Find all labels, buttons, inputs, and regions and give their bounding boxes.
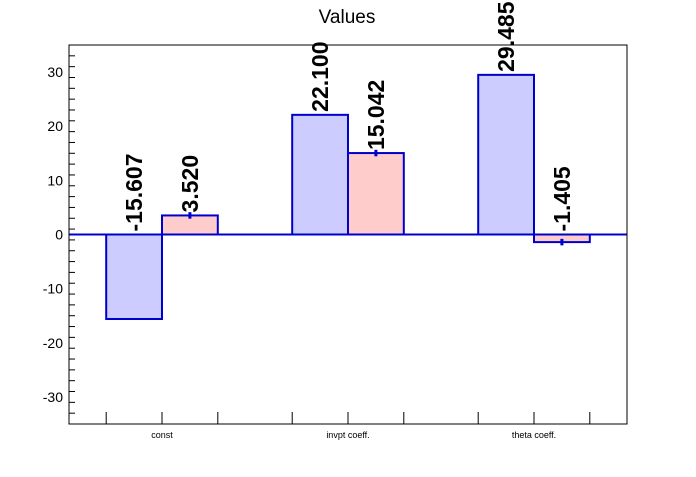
y-tick-label: 20 [47,118,63,134]
data-label: 29.485 [493,1,519,72]
bar [347,152,405,236]
data-label: 15.042 [363,80,389,150]
x-tick-label: invpt coeff. [326,430,369,440]
y-tick-label: 30 [47,64,63,80]
y-tick-label: -20 [43,335,63,351]
bar [477,73,536,236]
x-tick-label: theta coeff. [512,430,556,440]
y-tick-label: 10 [47,172,63,188]
axes-layer: -30 -20 -10 0 10 20 30 const invpt coeff. theta c… [43,44,628,440]
data-label: -1.405 [549,166,575,231]
bar [105,233,163,321]
data-label: -15.607 [121,153,147,231]
x-tick-label: const [151,430,173,440]
y-tick-label: 0 [55,227,63,243]
data-label: 22.100 [307,41,333,111]
y-tick-label: -10 [43,281,63,297]
data-label: 3.520 [177,155,203,213]
bar [291,113,350,236]
labels-layer: -15.607 22.100 29.485 3.520 15.042 -1.405 [121,1,575,231]
bars-layer [105,73,591,321]
y-tick-label: -30 [43,389,63,405]
chart-title: Values [319,7,376,28]
